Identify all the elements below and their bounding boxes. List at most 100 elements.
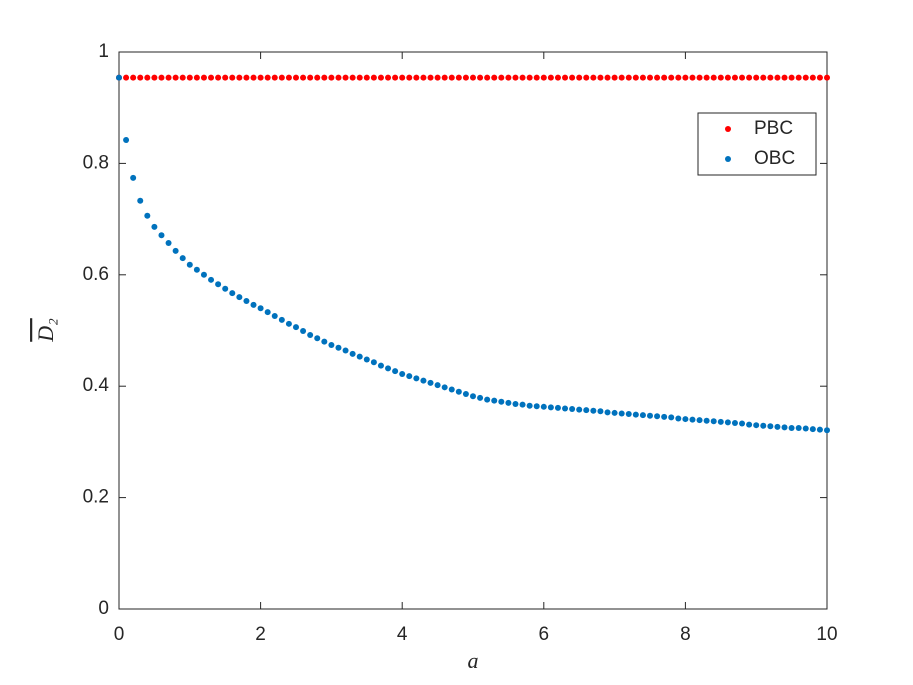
point xyxy=(724,74,731,81)
point xyxy=(824,74,830,81)
point xyxy=(250,301,257,308)
point xyxy=(321,338,328,345)
point xyxy=(809,426,816,433)
point xyxy=(583,407,590,414)
point xyxy=(165,240,172,247)
point xyxy=(661,413,668,420)
point xyxy=(342,74,349,81)
point xyxy=(144,74,151,81)
point xyxy=(335,74,342,81)
point xyxy=(300,328,307,335)
point xyxy=(427,74,434,81)
point xyxy=(717,418,724,425)
point xyxy=(264,309,271,316)
point xyxy=(179,255,186,262)
point xyxy=(342,347,349,354)
point xyxy=(229,290,236,297)
point xyxy=(427,379,434,386)
point xyxy=(208,74,215,81)
point xyxy=(590,74,597,81)
y-tick-label: 0.6 xyxy=(83,264,109,285)
point xyxy=(710,418,717,425)
point xyxy=(448,74,455,81)
x-tick-label: 10 xyxy=(816,624,837,645)
point xyxy=(434,382,441,389)
point xyxy=(554,74,561,81)
point xyxy=(597,74,604,81)
point xyxy=(774,423,781,430)
point xyxy=(420,377,427,384)
point xyxy=(307,74,314,81)
point xyxy=(562,74,569,81)
point xyxy=(703,74,710,81)
point xyxy=(434,74,441,81)
point xyxy=(484,74,491,81)
point xyxy=(271,74,278,81)
point xyxy=(477,74,484,81)
point xyxy=(519,401,526,408)
point xyxy=(731,419,738,426)
point xyxy=(123,137,130,144)
y-tick-label: 0.8 xyxy=(83,152,109,173)
point xyxy=(293,74,299,81)
point xyxy=(632,74,639,81)
point xyxy=(689,416,696,423)
point xyxy=(668,414,675,421)
point xyxy=(151,223,158,230)
point xyxy=(385,365,392,372)
point xyxy=(455,74,462,81)
y-tick-label: 0.4 xyxy=(83,375,110,396)
point xyxy=(420,74,427,81)
point xyxy=(491,74,498,81)
point xyxy=(377,362,384,369)
point xyxy=(661,74,668,81)
point xyxy=(710,74,717,81)
point xyxy=(314,74,321,81)
point xyxy=(781,424,788,431)
point xyxy=(137,197,144,204)
point xyxy=(781,74,788,81)
point xyxy=(158,232,165,239)
point xyxy=(533,74,540,81)
point xyxy=(604,74,611,81)
point xyxy=(285,320,292,327)
point xyxy=(158,74,165,81)
point xyxy=(576,406,583,413)
point xyxy=(328,341,335,348)
point xyxy=(285,74,292,81)
point xyxy=(151,74,158,81)
point xyxy=(696,74,703,81)
point xyxy=(363,74,370,81)
point xyxy=(632,411,639,418)
point xyxy=(321,74,328,81)
point xyxy=(746,74,753,81)
legend-marker xyxy=(725,156,731,162)
point xyxy=(505,399,512,406)
point xyxy=(760,74,767,81)
point xyxy=(455,388,462,395)
point xyxy=(200,271,207,278)
point xyxy=(753,422,760,429)
point xyxy=(540,403,547,410)
point xyxy=(533,403,540,410)
point xyxy=(477,394,484,401)
point xyxy=(399,370,406,377)
point xyxy=(597,408,604,415)
point xyxy=(137,74,144,81)
point xyxy=(328,74,335,81)
point xyxy=(392,368,399,375)
point xyxy=(491,397,498,404)
point xyxy=(816,74,823,81)
point xyxy=(370,359,377,366)
point xyxy=(611,409,618,416)
y-tick-label: 0.2 xyxy=(83,487,109,508)
point xyxy=(554,404,561,411)
point xyxy=(717,74,724,81)
point xyxy=(682,74,689,81)
point xyxy=(703,417,710,424)
legend-label: OBC xyxy=(754,148,795,169)
point xyxy=(788,74,795,81)
point xyxy=(654,74,661,81)
point xyxy=(349,350,356,357)
point xyxy=(647,412,653,419)
